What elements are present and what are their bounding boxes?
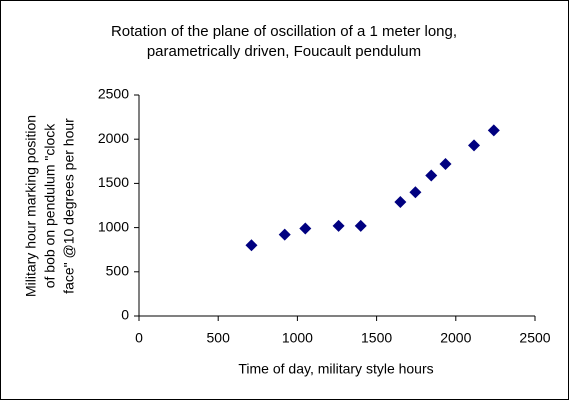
y-axis-label-line: of bob on pendulum "clock	[42, 123, 58, 289]
point	[409, 186, 422, 199]
y-tick-label: 2500	[98, 86, 129, 102]
point	[439, 157, 452, 170]
point	[468, 139, 481, 152]
x-tick-label: 500	[207, 330, 231, 346]
y-tick-label: 0	[121, 307, 129, 323]
x-tick-label: 1500	[361, 330, 392, 346]
y-axis-label-line: Military hour marking position	[23, 115, 39, 297]
chart-title: Rotation of the plane of oscillation of …	[111, 23, 457, 40]
x-axis-label: Time of day, military style hours	[238, 361, 433, 377]
y-tick-label: 1000	[98, 218, 129, 234]
point	[354, 219, 367, 232]
x-tick-label: 2500	[519, 330, 550, 346]
y-axis-label: Military hour marking position of bob on…	[23, 115, 77, 297]
y-tick-label: 2000	[98, 130, 129, 146]
point	[394, 195, 407, 208]
y-axis-label-line: face" @10 degrees per hour	[61, 118, 77, 294]
x-tick-label: 1000	[282, 330, 313, 346]
point	[487, 124, 500, 137]
y-tick-label: 500	[106, 263, 130, 279]
point	[245, 239, 258, 252]
point	[299, 222, 312, 235]
point	[332, 219, 345, 232]
x-tick-label: 0	[135, 330, 143, 346]
y-tick-label: 1500	[98, 174, 129, 190]
point	[425, 169, 438, 182]
point	[278, 228, 291, 241]
x-tick-label: 2000	[440, 330, 471, 346]
chart-title: parametrically driven, Foucault pendulum	[147, 43, 421, 60]
